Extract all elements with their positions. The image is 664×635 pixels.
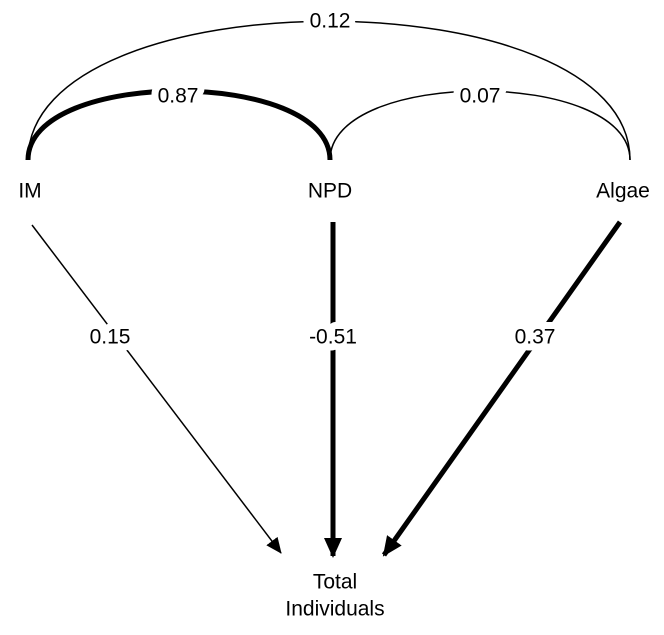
edge-label: 0.37 [515,326,556,349]
arc-im-npd [25,88,333,161]
edge-label: 0.15 [90,326,131,349]
edge-label: -0.51 [309,326,357,349]
arc-im-algae [27,20,631,161]
node-label: Algae [596,180,650,203]
edge-label: 0.12 [310,10,351,33]
edge-label: 0.87 [158,85,199,108]
node-label: Individuals [285,598,384,621]
node-label: NPD [308,180,352,203]
node-label: Total [313,571,357,594]
arrow-im [31,224,282,554]
node-label: IM [18,180,41,203]
arc-npd-algae [329,90,631,161]
arrow-algae [381,220,623,557]
edge-label: 0.07 [460,85,501,108]
